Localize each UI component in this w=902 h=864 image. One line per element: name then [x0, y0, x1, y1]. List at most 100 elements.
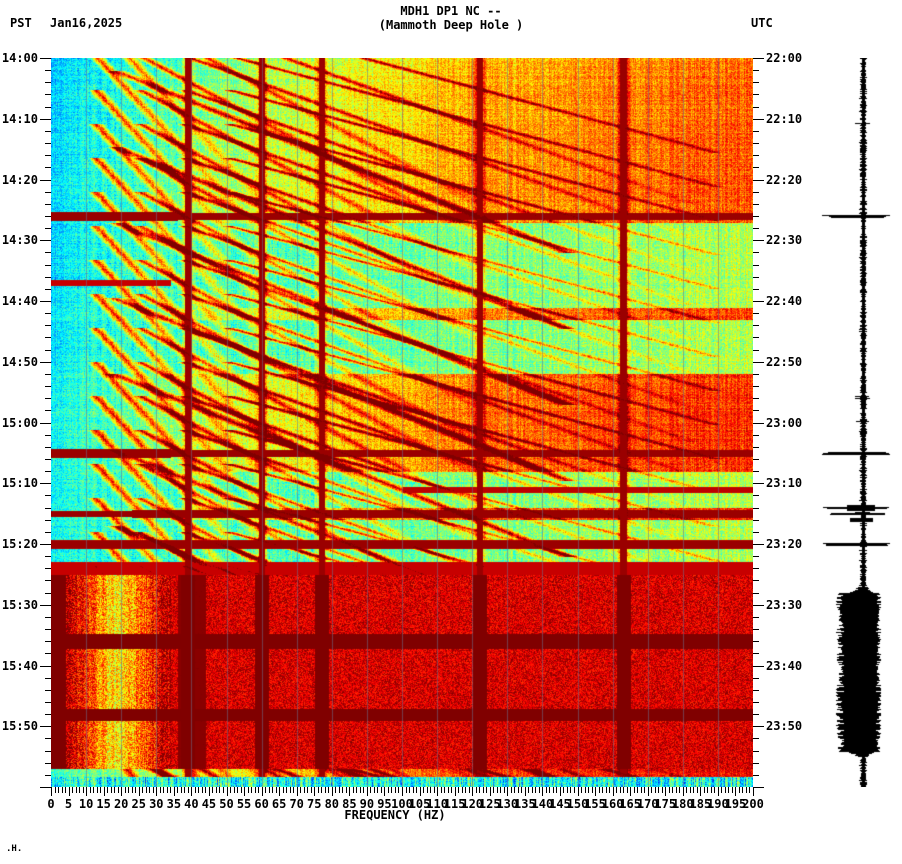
freq-tick-minor	[444, 787, 446, 793]
tick-major	[753, 422, 764, 424]
tick-minor	[45, 580, 51, 582]
freq-tick-major	[682, 787, 684, 796]
freq-tick-label: 140	[531, 797, 554, 811]
tick-minor	[753, 203, 759, 205]
tick-minor	[45, 641, 51, 643]
freq-tick-minor	[538, 787, 540, 793]
tick-minor	[45, 471, 51, 473]
tick-major	[40, 726, 51, 728]
freq-tick-minor	[282, 787, 284, 793]
freq-tick-minor	[391, 787, 393, 793]
freq-tick-minor	[72, 787, 74, 793]
freq-tick-major	[472, 787, 474, 796]
freq-tick-minor	[609, 787, 611, 793]
freq-tick-minor	[300, 787, 302, 793]
freq-tick-minor	[166, 787, 168, 793]
tick-minor	[45, 143, 51, 145]
freq-tick-minor	[556, 787, 558, 793]
tick-minor	[45, 130, 51, 132]
freq-tick-minor	[745, 787, 747, 793]
freq-tick-minor	[317, 787, 319, 793]
freq-tick-major	[524, 787, 526, 796]
freq-tick-major	[717, 787, 719, 796]
freq-tick-minor	[117, 787, 119, 793]
tick-minor	[45, 531, 51, 533]
freq-tick-minor	[201, 787, 203, 793]
page-subtitle: (Mammoth Deep Hole )	[378, 18, 524, 32]
freq-tick-major	[314, 787, 316, 796]
freq-tick-minor	[581, 787, 582, 793]
freq-tick-major	[665, 787, 667, 796]
time-axis-utc: 22:00 22:10 22:20 22:30 22:40 22:50 23:00 23:10…	[753, 0, 902, 864]
tick-major	[40, 361, 51, 363]
freq-tick-minor	[198, 787, 200, 793]
freq-tick-minor	[637, 787, 639, 793]
tick-major	[40, 58, 51, 59]
freq-tick-minor	[686, 787, 688, 793]
freq-tick-label: 165	[619, 797, 641, 811]
freq-tick-label: 35	[166, 797, 182, 811]
time-tick-label-pst: 15:30	[1, 597, 38, 612]
freq-tick-minor	[100, 787, 102, 793]
freq-tick-major	[419, 787, 421, 796]
tick-minor	[45, 410, 51, 412]
freq-tick-label: 180	[671, 797, 694, 811]
time-tick-label-pst: 14:10	[1, 111, 38, 126]
freq-tick-label: 5	[64, 797, 73, 811]
tick-major	[40, 604, 51, 606]
freq-tick-minor	[679, 787, 681, 793]
tick-minor	[753, 276, 759, 278]
freq-tick-minor	[598, 787, 600, 793]
tick-major	[753, 604, 764, 606]
freq-tick-minor	[703, 787, 705, 793]
freq-tick-label: 195	[724, 797, 747, 811]
tick-major	[753, 179, 764, 181]
freq-tick-minor	[289, 787, 291, 793]
freq-tick-label: 60	[254, 797, 269, 811]
tick-minor	[45, 738, 51, 740]
freq-tick-label: 100	[391, 797, 413, 811]
tick-major	[753, 787, 764, 788]
freq-tick-minor	[447, 787, 449, 793]
freq-tick-label: 130	[496, 797, 519, 811]
time-tick-label-utc: 22:30	[766, 233, 803, 248]
freq-tick-minor	[707, 787, 709, 793]
freq-tick-minor	[510, 787, 512, 793]
freq-tick-minor	[689, 787, 691, 793]
freq-tick-label: 160	[601, 797, 624, 811]
tick-minor	[45, 568, 51, 570]
tick-minor	[753, 738, 759, 740]
tick-minor	[45, 689, 51, 691]
freq-tick-major	[647, 787, 649, 796]
freq-tick-minor	[275, 787, 277, 793]
freq-tick-label: 125	[478, 797, 501, 811]
freq-tick-minor	[177, 787, 179, 793]
freq-tick-minor	[258, 787, 260, 793]
tick-minor	[753, 410, 759, 412]
freq-tick-major	[121, 787, 123, 796]
tick-minor	[753, 568, 759, 570]
tick-minor	[45, 264, 51, 266]
tick-minor	[45, 82, 51, 84]
tick-minor	[753, 155, 759, 157]
freq-tick-minor	[640, 787, 642, 793]
tick-minor	[753, 774, 759, 776]
freq-tick-minor	[324, 787, 326, 793]
tick-major	[40, 118, 51, 120]
freq-tick-label: 45	[201, 797, 217, 811]
freq-tick-label: 50	[219, 797, 234, 811]
tick-minor	[753, 264, 759, 266]
freq-tick-minor	[310, 787, 312, 793]
freq-tick-minor	[668, 787, 670, 793]
freq-tick-label: 65	[271, 797, 287, 811]
time-tick-label-utc: 23:10	[766, 476, 803, 491]
freq-tick-major	[331, 787, 333, 796]
freq-tick-minor	[251, 787, 253, 793]
freq-tick-minor	[110, 787, 112, 793]
tick-minor	[753, 616, 759, 618]
tick-minor	[45, 325, 51, 327]
freq-tick-major	[279, 787, 281, 796]
freq-tick-minor	[658, 787, 660, 793]
seismogram-trace	[820, 58, 902, 787]
